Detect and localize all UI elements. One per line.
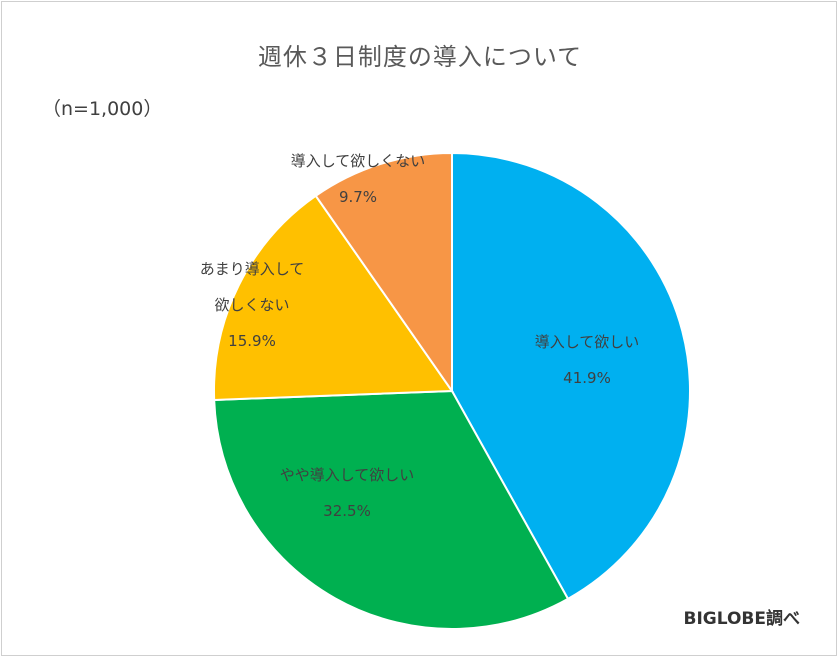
pie-slice xyxy=(213,194,454,402)
slice-category-label: やや導入して欲しい xyxy=(280,466,415,484)
pie-slice xyxy=(451,151,691,601)
slice-value-label: 32.5% xyxy=(323,502,371,520)
slice-value-label: 15.9% xyxy=(228,332,276,350)
slice-value-label: 41.9% xyxy=(563,369,611,387)
pie-slice xyxy=(213,389,570,630)
slice-category-label: あまり導入して xyxy=(200,260,305,278)
slice-category-label: 導入して欲しくない xyxy=(291,152,426,170)
pie-slice xyxy=(314,151,453,395)
slice-category-label: 導入して欲しい xyxy=(535,333,640,351)
slice-category-label: 欲しくない xyxy=(214,296,289,314)
slice-value-label: 9.7% xyxy=(339,188,377,206)
source-credit: BIGLOBE調べ xyxy=(683,609,801,629)
chart-title: 週休３日制度の導入について xyxy=(257,43,583,71)
chart-subtitle: （n=1,000） xyxy=(42,98,163,120)
